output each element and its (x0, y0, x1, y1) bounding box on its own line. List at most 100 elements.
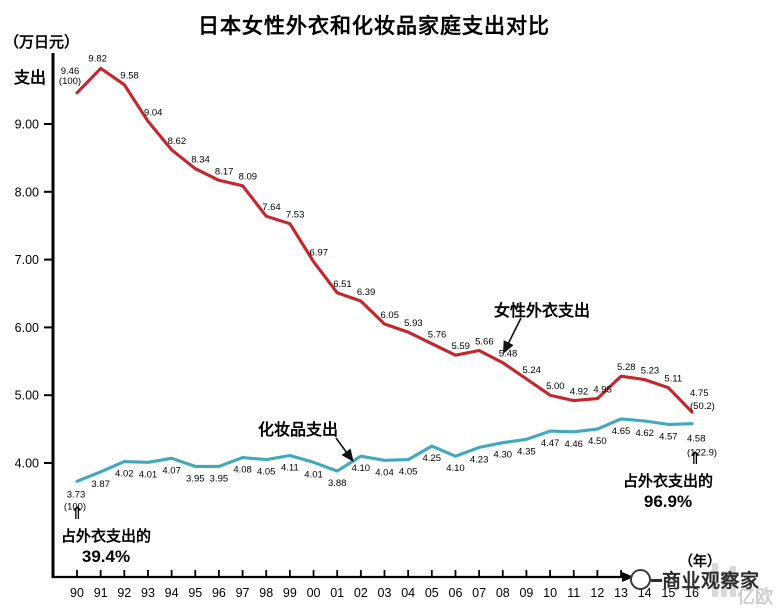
y-axis-unit: （万日元） (4, 34, 80, 51)
watermark-logo-bar (721, 571, 727, 597)
data-label: 8.34 (191, 155, 210, 166)
note-text: 占外衣支出的 (60, 528, 151, 545)
data-label: 8.17 (215, 166, 234, 177)
x-tick-label: 02 (354, 586, 368, 600)
x-axis-arrowhead (622, 572, 634, 582)
note-percent: 39.4% (81, 547, 131, 566)
y-tick-label: 8.00 (15, 185, 39, 199)
x-tick-label: 91 (94, 586, 108, 600)
data-label: 6.05 (381, 310, 400, 321)
data-label: 4.08 (233, 465, 252, 476)
watermark-logo-bar (730, 566, 736, 597)
data-label: 4.92 (570, 387, 589, 398)
y-axis-label: 支出 (14, 70, 47, 87)
data-label: 4.58 (687, 434, 706, 445)
data-label: (100) (59, 76, 81, 87)
data-label: 9.04 (144, 107, 163, 118)
watermark-faint-brand: 亿欧 (737, 587, 773, 607)
data-label: 4.50 (588, 436, 607, 447)
x-tick-label: 96 (212, 586, 226, 600)
data-label: (100) (64, 501, 86, 512)
outerwear-pointer-arrow (502, 317, 522, 355)
data-label: 5.23 (641, 366, 660, 377)
data-label: 4.05 (257, 467, 276, 478)
data-label: 4.10 (446, 463, 465, 474)
data-label: 6.97 (310, 248, 329, 259)
x-tick-label: 13 (614, 586, 628, 600)
data-label: 5.66 (475, 336, 494, 347)
data-label: 7.64 (262, 202, 281, 213)
data-label: 4.47 (541, 438, 560, 449)
x-tick-label: 98 (259, 586, 273, 600)
data-label: 5.59 (451, 341, 470, 352)
data-label: (122.9) (687, 448, 717, 459)
y-tick-label: 7.00 (15, 253, 39, 267)
up-arrow-icon: ⇑ (70, 504, 85, 523)
up-arrow-icon: ⇑ (688, 449, 703, 468)
data-label: 4.05 (399, 467, 418, 478)
x-tick-label: 01 (330, 586, 344, 600)
data-label: 5.48 (499, 349, 517, 360)
y-tick-label: 6.00 (15, 321, 39, 335)
x-tick-label: 08 (496, 586, 510, 600)
note-cosmetics-share-1990: ⇑ 占外衣支出的 39.4% (48, 505, 164, 567)
data-label: 6.39 (357, 287, 376, 298)
data-label: 4.11 (281, 463, 299, 474)
data-label: 3.87 (91, 479, 110, 490)
x-tick-label: 11 (567, 586, 580, 600)
data-label: 4.75 (690, 388, 709, 399)
data-label: 4.35 (517, 446, 536, 457)
data-label: 5.00 (546, 381, 565, 392)
x-tick-label: 94 (165, 586, 179, 600)
watermark-circle-logo-icon (630, 569, 651, 590)
data-label: 4.57 (659, 431, 678, 442)
y-tick-label: 5.00 (15, 389, 39, 403)
data-label: 5.93 (404, 318, 423, 329)
x-tick-label: 10 (543, 586, 557, 600)
x-tick-label: 06 (449, 586, 463, 600)
series-label-cosmetics: 化妆品支出 (258, 422, 339, 439)
x-tick-label: 99 (283, 586, 297, 600)
data-label: 5.28 (617, 362, 636, 373)
data-label: 5.76 (428, 330, 447, 341)
watermark-logo-bar (712, 563, 718, 597)
data-label: 4.02 (115, 469, 134, 480)
data-label: 3.73 (67, 489, 86, 500)
data-label: 4.07 (162, 465, 181, 476)
note-text: 占外衣支出的 (622, 473, 713, 490)
data-label: 4.46 (564, 439, 583, 450)
x-axis-unit: （年） (679, 553, 721, 569)
note-percent: 96.9% (643, 492, 693, 511)
cosmetics-line (75, 417, 694, 483)
y-tick-label: 4.00 (15, 457, 39, 471)
cosmetics-pointer-arrow (335, 437, 354, 463)
x-tick-label: 04 (401, 586, 415, 600)
data-label: 9.58 (120, 71, 139, 82)
data-label: 4.01 (304, 469, 323, 480)
data-label: 7.53 (286, 210, 305, 221)
x-tick-label: 90 (70, 586, 84, 600)
x-tick-label: 97 (236, 586, 250, 600)
x-tick-label: 05 (425, 586, 439, 600)
x-tick-label: 15 (661, 586, 675, 600)
outerwear-line (75, 66, 694, 414)
x-tick-label: 07 (472, 586, 486, 600)
series-label-outerwear: 女性外衣支出 (494, 303, 591, 320)
data-label: 9.82 (88, 53, 107, 64)
data-label: 4.62 (635, 428, 654, 439)
x-tick-label: 09 (519, 586, 533, 600)
note-cosmetics-share-2016: ⇑ 占外衣支出的 96.9% (610, 450, 726, 512)
data-label: 4.10 (352, 463, 371, 474)
chart-title: 日本女性外衣和化妆品家庭支出对比 (198, 15, 550, 38)
x-tick-label: 93 (141, 586, 155, 600)
watermark-brand: 商业观察家 (662, 571, 760, 592)
data-label: 3.88 (328, 478, 347, 489)
data-label: 8.62 (168, 136, 187, 147)
data-label: 8.09 (239, 172, 258, 183)
data-label: 3.95 (186, 473, 205, 484)
y-tick-label: 9.00 (15, 118, 39, 132)
data-label: 4.01 (139, 469, 158, 480)
x-tick-label: 00 (307, 586, 321, 600)
data-label: 9.46 (61, 66, 80, 77)
